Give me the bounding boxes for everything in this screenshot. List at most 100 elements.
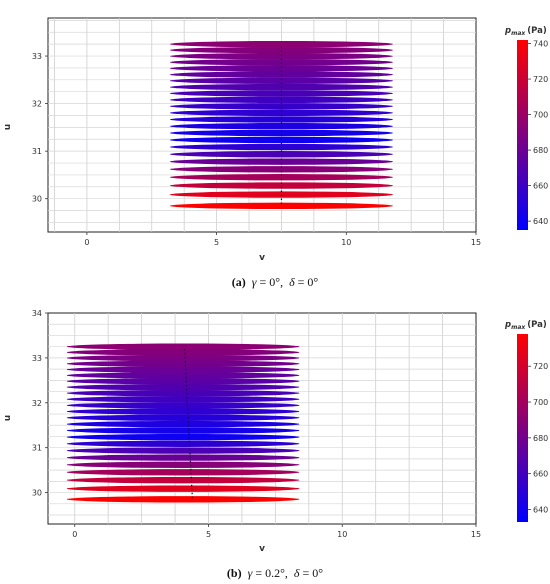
y-tick-label: 30 — [32, 489, 42, 498]
band-ellipse — [66, 408, 300, 415]
y-tick-label: 32 — [32, 100, 42, 109]
colorbar-a: pmax (Pa) 640 660 680 700 720 740 — [504, 26, 548, 230]
colorbar-tick-label: 680 — [533, 146, 548, 155]
band-ellipse — [66, 485, 300, 492]
band-ellipse — [66, 349, 300, 356]
colorbar-gradient-b — [517, 334, 528, 522]
colorbar-tick-label: 740 — [533, 40, 548, 49]
x-tick-label: 5 — [206, 530, 211, 539]
colorbar-ticks-a: 640 660 680 700 720 740 — [528, 40, 548, 226]
band-ellipse — [66, 378, 300, 385]
band-ellipse — [66, 454, 300, 461]
ticks-a: 0 5 10 15 30 31 32 33 — [32, 52, 481, 247]
colorbar-tick-label: 660 — [533, 470, 548, 479]
y-tick-label: 33 — [32, 354, 42, 363]
band-ellipse — [169, 122, 393, 130]
band-ellipse — [66, 469, 300, 476]
x-axis-label-b: v — [259, 544, 265, 554]
colorbar-title-unit-b: (Pa) — [527, 320, 547, 330]
caption-a-param1-value: = 0°, — [256, 275, 284, 289]
band-ellipse — [169, 129, 393, 137]
caption-b-param2-value: = 0° — [299, 566, 324, 580]
caption-b: (b) γ = 0.2°, δ = 0° — [0, 566, 550, 581]
band-ellipse — [66, 402, 300, 409]
colorbar-tick-label: 640 — [533, 217, 548, 226]
band-ellipse — [66, 372, 300, 379]
bands-a — [169, 40, 393, 210]
band-ellipse — [66, 396, 300, 403]
x-tick-label: 15 — [471, 238, 481, 247]
x-tick-label: 10 — [341, 238, 351, 247]
panel-a: 0 5 10 15 30 31 32 33 v u pmax (Pa) 640 660 680 700… — [3, 17, 548, 263]
caption-a-param2-symbol: δ — [289, 275, 295, 289]
band-ellipse — [169, 90, 393, 97]
band-ellipse — [169, 166, 393, 173]
band-ellipse — [169, 158, 393, 165]
x-tick-label: 0 — [84, 238, 89, 247]
band-ellipse — [169, 151, 393, 158]
band-ellipse — [169, 46, 393, 54]
band-ellipse — [66, 354, 300, 362]
band-ellipse — [66, 461, 300, 468]
colorbar-tick-label: 660 — [533, 182, 548, 191]
y-tick-label: 32 — [32, 399, 42, 408]
x-tick-label: 10 — [337, 530, 347, 539]
band-ellipse — [169, 109, 393, 117]
colorbar-tick-label: 680 — [533, 434, 548, 443]
band-ellipse — [169, 103, 393, 110]
band-ellipse — [169, 202, 393, 210]
x-tick-label: 15 — [471, 530, 481, 539]
band-ellipse — [66, 476, 300, 484]
y-tick-label: 33 — [32, 52, 42, 61]
colorbar-title-sub-b: max — [511, 324, 526, 331]
caption-b-param1-value: = 0.2°, — [252, 566, 288, 580]
y-tick-label: 31 — [32, 444, 42, 453]
caption-b-param2-symbol: δ — [293, 566, 300, 580]
center-line — [183, 348, 194, 500]
caption-a-param2-value: = 0° — [294, 275, 319, 289]
colorbar-title-main-a: p — [504, 26, 511, 36]
band-ellipse — [66, 389, 300, 397]
y-axis-label-a: u — [3, 124, 13, 130]
x-tick-label: 5 — [214, 238, 219, 247]
x-tick-label: 0 — [72, 530, 77, 539]
band-ellipse — [66, 433, 300, 441]
caption-b-letter: (b) — [226, 566, 242, 580]
caption-a-param1-symbol: γ — [251, 275, 257, 289]
colorbar-tick-label: 640 — [533, 505, 548, 514]
ticks-b: 0 5 10 15 30 31 32 33 34 — [32, 309, 481, 539]
colorbar-title-a: pmax (Pa) — [504, 26, 547, 37]
y-tick-label: 30 — [32, 195, 42, 204]
band-ellipse — [66, 420, 300, 428]
colorbar-tick-label: 720 — [533, 75, 548, 84]
band-ellipse — [169, 52, 393, 60]
y-tick-label: 31 — [32, 147, 42, 156]
band-ellipse — [66, 360, 300, 367]
band-ellipse — [66, 447, 300, 454]
colorbar-title-b: pmax (Pa) — [504, 320, 547, 331]
y-tick-label: 34 — [32, 309, 42, 318]
band-ellipse — [169, 59, 393, 66]
x-axis-label-a: v — [259, 253, 265, 263]
caption-a: (a) γ = 0°, δ = 0° — [0, 275, 550, 290]
caption-b-param1-symbol: γ — [247, 566, 253, 580]
colorbar-title-unit-a: (Pa) — [527, 26, 547, 36]
band-ellipse — [169, 174, 393, 181]
colorbar-tick-label: 700 — [533, 111, 548, 120]
bands-b — [66, 343, 300, 503]
colorbar-title-sub-a: max — [511, 30, 526, 37]
caption-a-letter: (a) — [231, 275, 246, 289]
panel-b: 0 5 10 15 30 31 32 33 34 v u pmax (Pa) 640 660 680 7… — [3, 309, 548, 554]
band-ellipse — [169, 182, 393, 189]
band-ellipse — [169, 77, 393, 84]
colorbar-title-main-b: p — [504, 320, 511, 330]
band-ellipse — [169, 65, 393, 72]
band-ellipse — [66, 440, 300, 447]
colorbar-tick-label: 720 — [533, 362, 548, 371]
band-ellipse — [66, 366, 300, 373]
colorbar-gradient-a — [517, 40, 528, 230]
band-ellipse — [169, 40, 393, 48]
band-ellipse — [66, 496, 300, 503]
y-axis-label-b: u — [3, 415, 13, 421]
